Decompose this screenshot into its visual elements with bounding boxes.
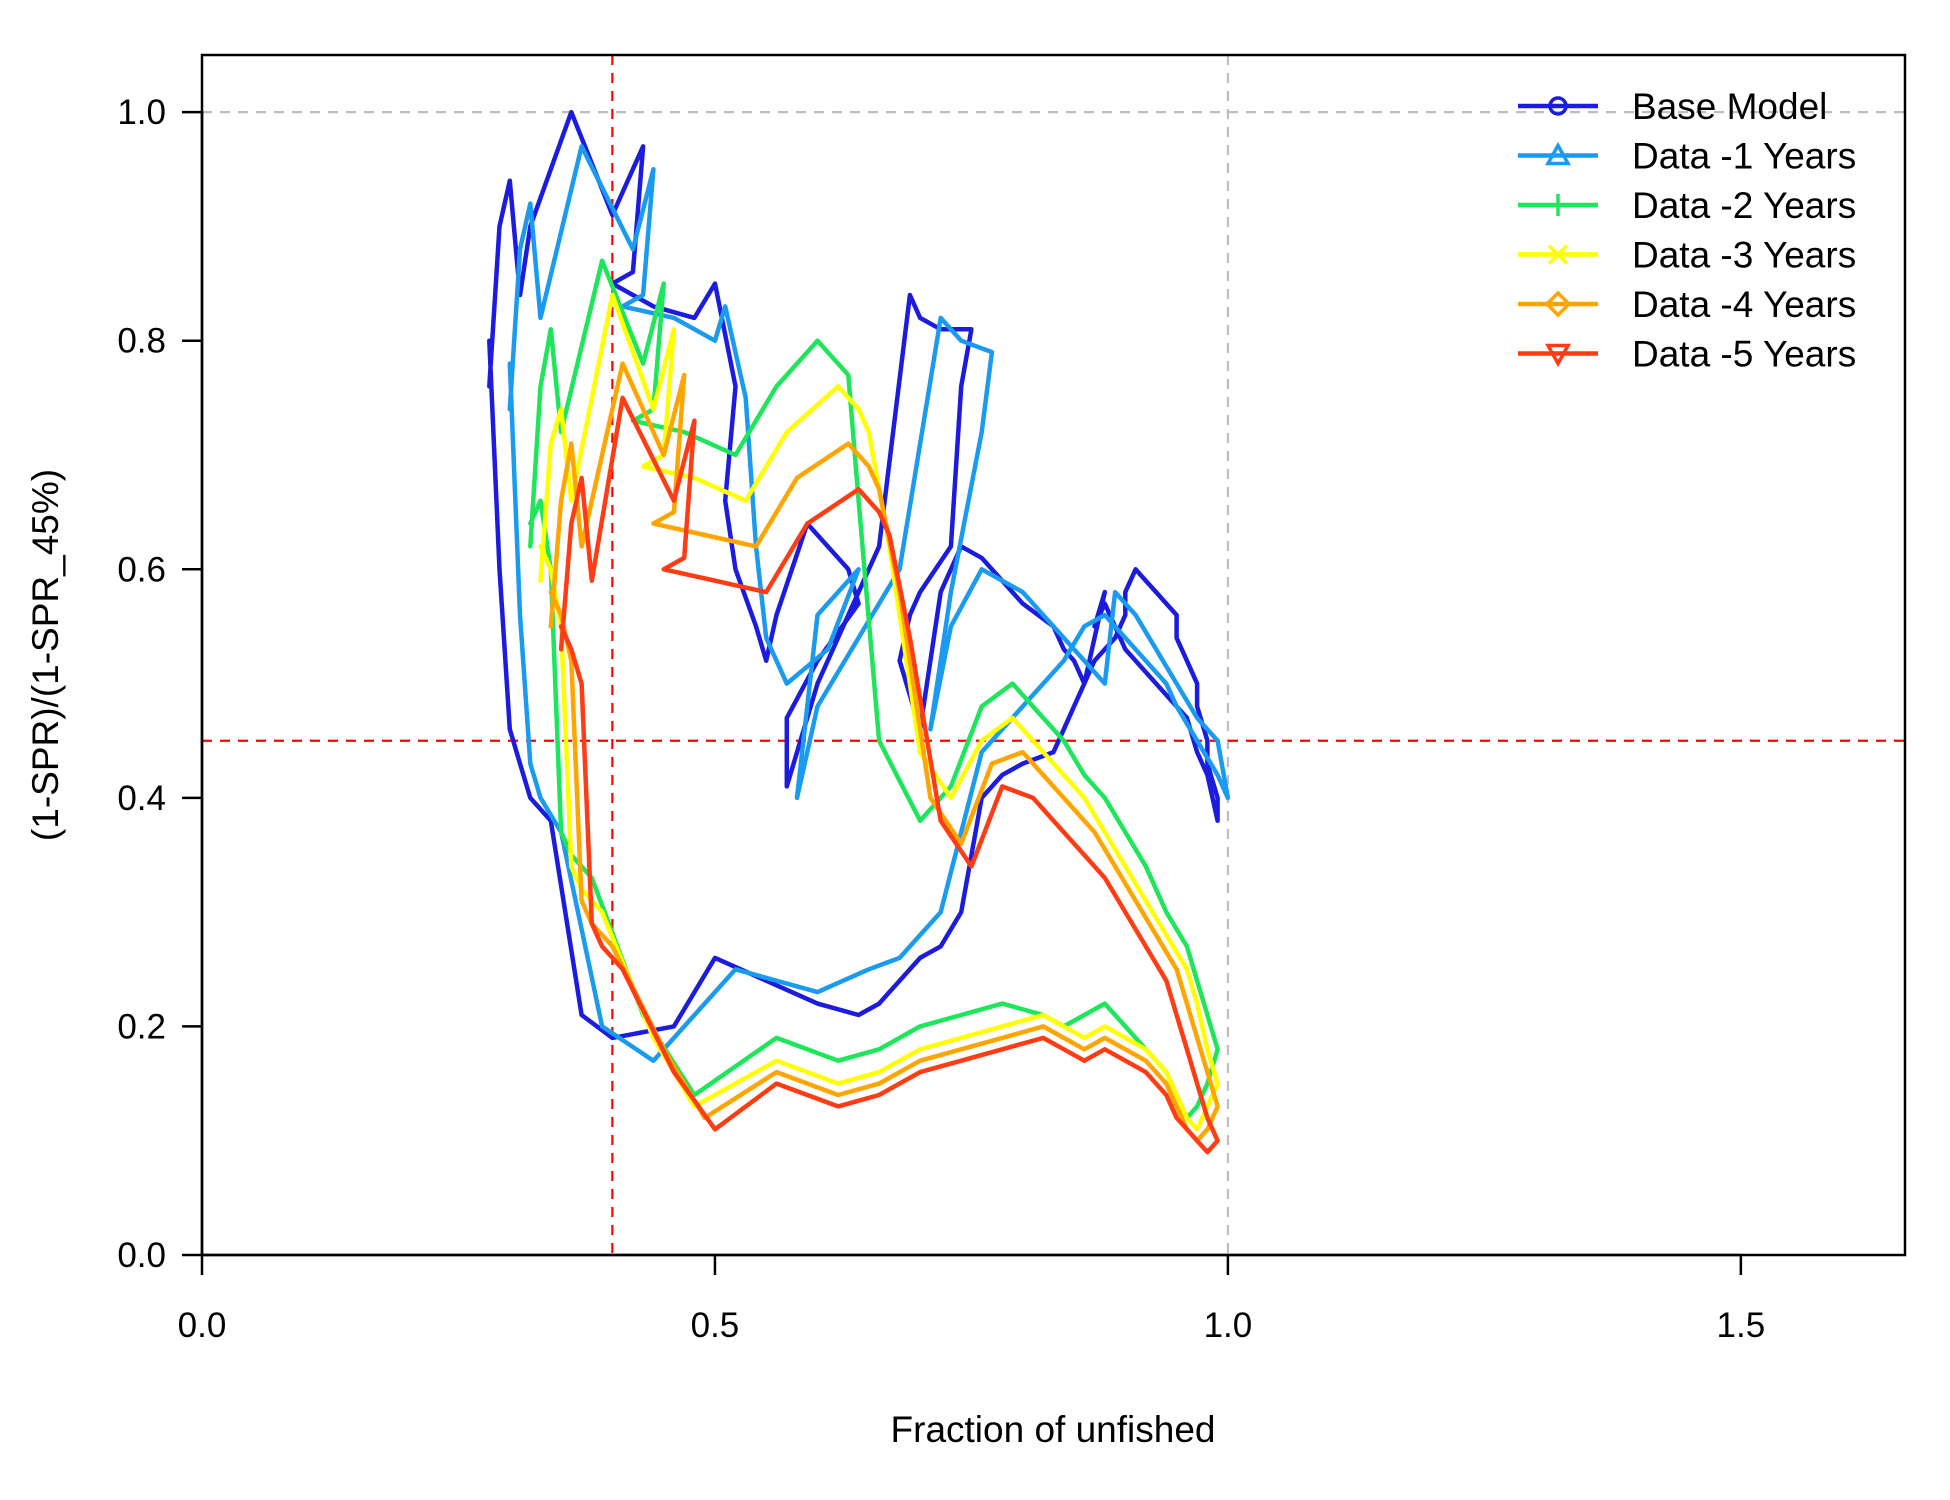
legend-marker-5 xyxy=(1545,343,1571,368)
y-tick-label-1: 0.2 xyxy=(117,1007,166,1046)
series-line-1 xyxy=(507,144,1231,1063)
legend: Base Model Data -1 Years Data -2 Years Data… xyxy=(1518,86,1856,375)
y-axis-title: (1-SPR)/(1-SPR_45%) xyxy=(25,469,66,841)
legend-label-1: Data -1 Years xyxy=(1632,136,1856,177)
y-tick-label-4: 0.8 xyxy=(117,322,166,361)
series-line-4 xyxy=(548,361,1220,1143)
legend-item-5: Data -5 Years xyxy=(1518,334,1856,375)
x-tick-label-3: 1.5 xyxy=(1717,1306,1766,1345)
y-axis: 0.0 0.2 0.4 0.6 0.8 1.0 xyxy=(117,93,204,1275)
legend-label-2: Data -2 Years xyxy=(1632,185,1856,226)
x-axis: 0.0 0.5 1.0 1.5 xyxy=(178,1253,1766,1345)
reference-lines xyxy=(202,55,1905,1255)
legend-marker-4 xyxy=(1544,290,1572,318)
legend-item-1: Data -1 Years xyxy=(1518,136,1856,177)
y-tick-label-3: 0.6 xyxy=(117,550,166,589)
legend-label-5: Data -5 Years xyxy=(1632,334,1856,375)
legend-item-3: Data -3 Years xyxy=(1518,235,1856,276)
x-axis-title: Fraction of unfished xyxy=(891,1409,1216,1450)
legend-marker-2 xyxy=(1547,194,1569,216)
legend-item-0: Base Model xyxy=(1518,86,1827,127)
y-tick-label-0: 0.0 xyxy=(117,1236,166,1275)
series-line-3 xyxy=(538,292,1220,1132)
legend-label-4: Data -4 Years xyxy=(1632,284,1856,325)
series-line-5 xyxy=(558,395,1220,1155)
x-tick-label-1: 0.5 xyxy=(691,1306,740,1345)
y-tick-label-5: 1.0 xyxy=(117,93,166,132)
legend-label-0: Base Model xyxy=(1632,86,1827,127)
legend-marker-0 xyxy=(1548,96,1568,116)
legend-item-4: Data -4 Years xyxy=(1518,284,1856,325)
series-layer xyxy=(487,109,1231,1155)
series-line-2 xyxy=(528,258,1220,1121)
legend-item-2: Data -2 Years xyxy=(1518,185,1856,226)
legend-label-3: Data -3 Years xyxy=(1632,235,1856,276)
legend-marker-3 xyxy=(1547,244,1569,265)
y-tick-label-2: 0.4 xyxy=(117,779,166,818)
x-tick-label-2: 1.0 xyxy=(1204,1306,1253,1345)
x-tick-label-0: 0.0 xyxy=(178,1306,227,1345)
legend-marker-1 xyxy=(1545,141,1571,166)
